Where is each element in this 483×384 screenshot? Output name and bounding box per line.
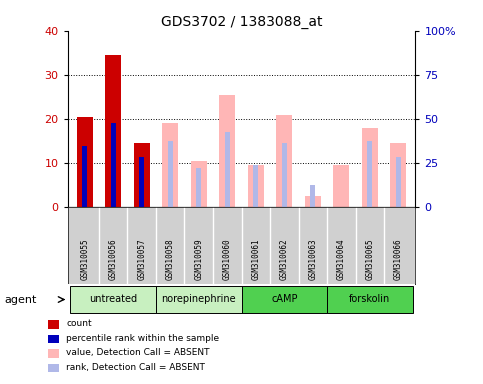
Text: GSM310064: GSM310064 xyxy=(337,239,346,280)
Text: GDS3702 / 1383088_at: GDS3702 / 1383088_at xyxy=(161,15,322,29)
Bar xyxy=(396,157,401,207)
FancyBboxPatch shape xyxy=(71,286,156,313)
Bar xyxy=(168,141,173,207)
Text: untreated: untreated xyxy=(89,294,137,304)
Bar xyxy=(196,167,201,207)
Text: GSM310065: GSM310065 xyxy=(365,239,374,280)
Text: GSM310063: GSM310063 xyxy=(308,239,317,280)
Bar xyxy=(139,157,144,207)
Text: GSM310066: GSM310066 xyxy=(394,239,403,280)
Bar xyxy=(362,128,378,207)
Bar xyxy=(282,143,287,207)
Bar xyxy=(162,123,178,207)
FancyBboxPatch shape xyxy=(242,286,327,313)
Text: value, Detection Call = ABSENT: value, Detection Call = ABSENT xyxy=(66,348,210,358)
Text: GSM310059: GSM310059 xyxy=(194,239,203,280)
Bar xyxy=(77,117,93,207)
Text: GSM310061: GSM310061 xyxy=(251,239,260,280)
Bar xyxy=(219,95,235,207)
Text: cAMP: cAMP xyxy=(271,294,298,304)
Bar xyxy=(333,166,349,207)
Bar xyxy=(310,185,315,207)
Text: count: count xyxy=(66,319,92,328)
Bar xyxy=(367,141,372,207)
Bar xyxy=(276,114,292,207)
Text: norepinephrine: norepinephrine xyxy=(161,294,236,304)
Text: percentile rank within the sample: percentile rank within the sample xyxy=(66,334,219,343)
Text: rank, Detection Call = ABSENT: rank, Detection Call = ABSENT xyxy=(66,363,205,372)
Bar xyxy=(225,132,230,207)
FancyBboxPatch shape xyxy=(327,286,412,313)
Text: agent: agent xyxy=(5,295,37,305)
Text: GSM310060: GSM310060 xyxy=(223,239,232,280)
Text: GSM310062: GSM310062 xyxy=(280,239,289,280)
Text: GSM310058: GSM310058 xyxy=(166,239,175,280)
FancyBboxPatch shape xyxy=(156,286,242,313)
Bar xyxy=(390,143,406,207)
Bar xyxy=(105,55,121,207)
Text: GSM310056: GSM310056 xyxy=(109,239,118,280)
Text: GSM310057: GSM310057 xyxy=(137,239,146,280)
Text: forskolin: forskolin xyxy=(349,294,390,304)
Bar xyxy=(191,161,207,207)
Bar xyxy=(253,166,258,207)
Bar xyxy=(305,196,321,207)
Bar xyxy=(111,123,116,207)
Bar xyxy=(82,146,87,207)
Text: GSM310055: GSM310055 xyxy=(80,239,89,280)
Bar xyxy=(134,143,150,207)
Bar xyxy=(248,166,264,207)
